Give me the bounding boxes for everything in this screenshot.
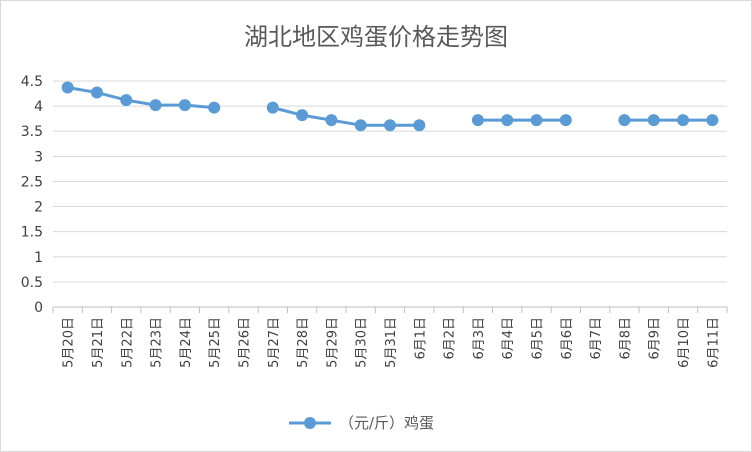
x-tick-label: 6月3日 <box>472 317 487 360</box>
data-point <box>178 99 191 112</box>
data-point <box>413 119 426 132</box>
data-point <box>149 99 162 112</box>
x-tick-label: 5月29日 <box>325 317 340 368</box>
x-tick-label: 6月8日 <box>618 317 633 360</box>
series-line-segment <box>67 86 215 110</box>
data-point <box>647 114 660 127</box>
data-point <box>61 81 74 94</box>
data-point <box>559 114 572 127</box>
series-line-segment <box>272 106 420 127</box>
y-tick-label: 3 <box>34 149 43 165</box>
x-tick-label: 6月7日 <box>589 317 604 360</box>
x-tick-label: 6月11日 <box>706 317 721 368</box>
y-tick-label: 4 <box>34 99 43 115</box>
x-tick-label: 5月22日 <box>120 317 135 368</box>
x-tick-label: 5月27日 <box>267 317 282 368</box>
data-point <box>90 86 103 99</box>
x-tick-label: 5月25日 <box>208 317 223 368</box>
x-tick-label: 5月30日 <box>355 317 370 368</box>
y-tick-label: 0 <box>34 300 43 316</box>
data-point <box>706 114 719 127</box>
x-tick-label: 5月20日 <box>62 317 77 368</box>
data-point <box>501 114 514 127</box>
data-point <box>208 101 221 114</box>
x-tick-label: 6月4日 <box>501 317 516 360</box>
data-point <box>384 119 396 132</box>
x-tick-label: 5月23日 <box>150 317 165 368</box>
legend-label: （元/斤）鸡蛋 <box>339 414 434 432</box>
data-point <box>618 114 631 127</box>
data-point <box>471 114 484 127</box>
x-tick-label: 5月31日 <box>384 317 399 368</box>
gridlines <box>53 80 727 308</box>
chart-title: 湖北地区鸡蛋价格走势图 <box>244 23 508 51</box>
data-point <box>325 114 338 127</box>
x-tick-label: 6月6日 <box>560 317 575 360</box>
data-points <box>61 81 719 132</box>
data-point <box>120 94 133 107</box>
data-point <box>296 109 309 122</box>
x-tick-label: 6月2日 <box>443 317 458 360</box>
legend: （元/斤）鸡蛋 <box>289 414 434 432</box>
x-tick-label: 6月9日 <box>648 317 663 360</box>
y-tick-label: 2.5 <box>21 174 43 190</box>
x-tick-label: 6月5日 <box>531 317 546 360</box>
x-axis: 5月20日 5月21日 5月22日 5月23日 5月24日 5月25日 5月26日 5月27日… <box>52 307 728 368</box>
data-point <box>677 114 690 127</box>
data-point <box>266 101 279 114</box>
x-tick-label: 5月28日 <box>296 317 311 368</box>
x-tick-label: 5月26日 <box>237 317 252 368</box>
x-tick-label: 5月21日 <box>91 317 106 368</box>
data-point <box>530 114 543 127</box>
y-tick-label: 2 <box>34 200 43 216</box>
y-tick-label: 4.5 <box>21 74 43 90</box>
data-point <box>354 119 367 132</box>
y-tick-label: 1 <box>34 250 43 266</box>
x-tick-label: 5月24日 <box>179 317 194 368</box>
legend-marker-swatch <box>304 417 316 429</box>
x-tick-label: 6月10日 <box>677 317 692 368</box>
x-tick-label: 6月1日 <box>413 317 428 360</box>
y-tick-label: 3.5 <box>21 124 43 140</box>
y-axis-ticks: 0 0.5 1 1.5 2 2.5 3 3.5 4 4.5 <box>21 74 43 316</box>
y-tick-label: 0.5 <box>21 275 43 291</box>
y-tick-label: 1.5 <box>21 225 43 241</box>
